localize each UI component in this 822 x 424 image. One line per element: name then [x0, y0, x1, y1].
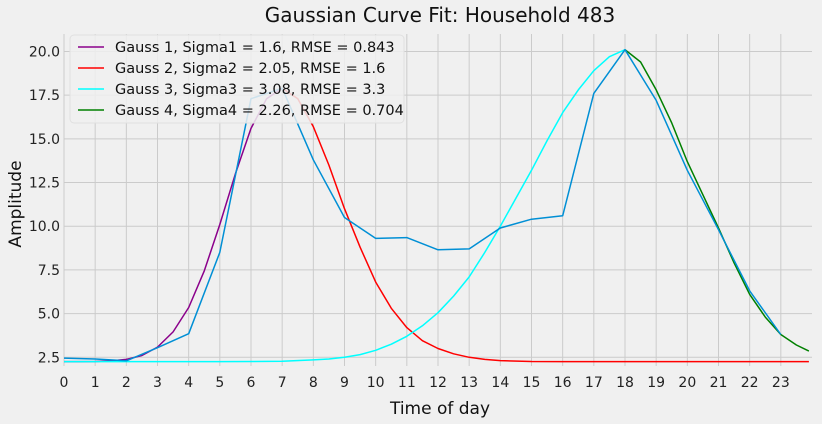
x-tick-label: 13 [460, 375, 478, 391]
observed-data-line [63, 48, 782, 362]
x-tick-label: 16 [554, 375, 572, 391]
y-tick-label: 10.0 [29, 219, 60, 235]
x-tick-label: 5 [215, 375, 224, 391]
x-tick-label: 2 [122, 375, 131, 391]
x-tick-label: 4 [184, 375, 193, 391]
series-lines [63, 48, 810, 363]
chart-title: Gaussian Curve Fit: Household 483 [265, 3, 615, 27]
x-tick-label: 18 [616, 375, 634, 391]
x-tick-label: 20 [678, 375, 696, 391]
legend-label-gauss-3: Gauss 3, Sigma3 = 3.08, RMSE = 3.3 [115, 82, 385, 98]
y-tick-label: 2.5 [38, 350, 60, 366]
x-tick-label: 22 [741, 375, 759, 391]
x-tick-label: 14 [491, 375, 509, 391]
x-tick-label: 12 [429, 375, 447, 391]
x-tick-label: 15 [523, 375, 541, 391]
gauss-3-line [64, 49, 626, 363]
x-tick-label: 6 [247, 375, 256, 391]
legend-label-gauss-4: Gauss 4, Sigma4 = 2.26, RMSE = 0.704 [115, 103, 404, 119]
x-tick-label: 1 [91, 375, 100, 391]
x-tick-label: 17 [585, 375, 603, 391]
y-axis-ticks: 2.5 5.0 7.5 10.0 12.5 15.0 17.5 20.0 [29, 44, 60, 366]
y-tick-label: 12.5 [29, 176, 60, 192]
legend-label-gauss-1: Gauss 1, Sigma1 = 1.6, RMSE = 0.843 [115, 40, 395, 56]
x-tick-label: 0 [60, 375, 69, 391]
x-axis-ticks: 0 1 2 3 4 5 6 7 8 9 10 11 12 13 14 15 16 17 18 19 20 21 22 23 [60, 375, 790, 391]
x-tick-label: 23 [772, 375, 790, 391]
legend-label-gauss-2: Gauss 2, Sigma2 = 2.05, RMSE = 1.6 [115, 61, 385, 77]
x-tick-label: 3 [153, 375, 162, 391]
y-tick-label: 5.0 [38, 307, 60, 323]
x-tick-label: 19 [647, 375, 665, 391]
x-tick-label: 11 [398, 375, 416, 391]
y-tick-label: 20.0 [29, 44, 60, 60]
x-tick-label: 10 [367, 375, 385, 391]
y-axis-label: Amplitude [6, 160, 26, 247]
x-tick-label: 21 [710, 375, 728, 391]
legend: Gauss 1, Sigma1 = 1.6, RMSE = 0.843 Gauss… [69, 34, 405, 124]
gauss-2-line [281, 87, 809, 363]
legend-box [69, 34, 405, 124]
x-tick-label: 9 [340, 375, 349, 391]
y-tick-label: 15.0 [29, 132, 60, 148]
y-tick-label: 17.5 [29, 88, 60, 104]
x-axis-label: Time of day [389, 399, 490, 419]
x-tick-label: 7 [278, 375, 287, 391]
x-tick-label: 8 [309, 375, 318, 391]
y-tick-label: 7.5 [38, 263, 60, 279]
